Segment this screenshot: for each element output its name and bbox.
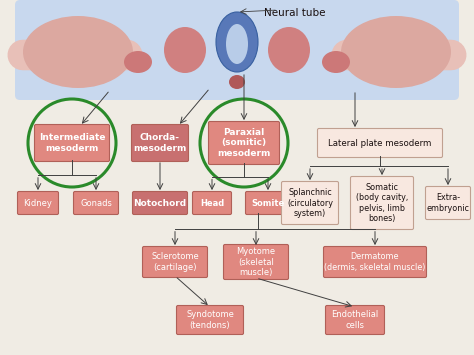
FancyBboxPatch shape [318,129,443,158]
Text: Gonads: Gonads [80,198,112,208]
Text: Notochord: Notochord [134,198,187,208]
Text: Sclerotome
(cartilage): Sclerotome (cartilage) [151,252,199,272]
FancyBboxPatch shape [73,191,118,214]
Text: Endothelial
cells: Endothelial cells [331,311,379,329]
Ellipse shape [268,27,310,73]
Text: Lateral plate mesoderm: Lateral plate mesoderm [328,138,432,147]
FancyBboxPatch shape [192,191,231,214]
Text: Somatic
(body cavity,
pelvis, limb
bones): Somatic (body cavity, pelvis, limb bones… [356,184,408,223]
FancyBboxPatch shape [176,306,244,334]
Text: Head: Head [200,198,224,208]
Text: Kidney: Kidney [24,198,53,208]
Ellipse shape [216,12,258,72]
FancyBboxPatch shape [131,125,189,162]
Text: Extra-
embryonic: Extra- embryonic [427,193,470,213]
Text: Paraxial
(somitic)
mesoderm: Paraxial (somitic) mesoderm [217,129,271,158]
Ellipse shape [341,16,451,88]
FancyBboxPatch shape [133,191,188,214]
FancyBboxPatch shape [35,125,109,162]
Ellipse shape [23,16,133,88]
Text: Neural tube: Neural tube [264,8,326,18]
Text: Myotome
(skeletal
muscle): Myotome (skeletal muscle) [237,247,275,277]
Text: Somite: Somite [251,198,284,208]
Ellipse shape [124,51,152,73]
Text: Syndotome
(tendons): Syndotome (tendons) [186,311,234,329]
Ellipse shape [322,51,350,73]
FancyBboxPatch shape [224,245,289,279]
FancyBboxPatch shape [426,186,471,219]
Text: Intermediate
mesoderm: Intermediate mesoderm [39,133,105,153]
FancyBboxPatch shape [143,246,208,278]
Text: Splanchnic
(circulatory
system): Splanchnic (circulatory system) [287,189,333,218]
FancyBboxPatch shape [323,246,427,278]
FancyBboxPatch shape [350,176,413,229]
FancyBboxPatch shape [326,306,384,334]
FancyBboxPatch shape [18,191,58,214]
Ellipse shape [229,75,245,89]
FancyBboxPatch shape [209,121,280,164]
Text: Dermatome
(dermis, skeletal muscle): Dermatome (dermis, skeletal muscle) [324,252,426,272]
Text: Chorda-
mesoderm: Chorda- mesoderm [133,133,187,153]
FancyBboxPatch shape [246,191,291,214]
Ellipse shape [226,24,248,64]
FancyBboxPatch shape [15,0,459,100]
Ellipse shape [164,27,206,73]
FancyBboxPatch shape [282,181,338,224]
